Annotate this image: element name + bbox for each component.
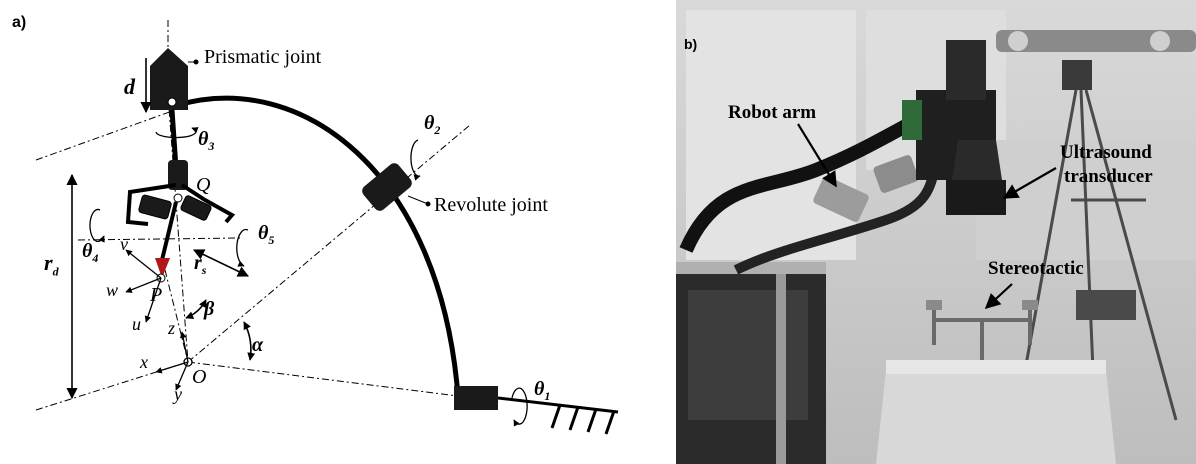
robot-arm-label: Robot arm: [728, 102, 817, 123]
o-label: O: [192, 366, 207, 388]
x-axis-label: x: [140, 352, 148, 372]
tool-axes: [125, 249, 162, 323]
v-axis-label: v: [120, 234, 128, 254]
d-label: d: [124, 74, 135, 99]
panel-b-tag: b): [684, 36, 698, 52]
theta5-label: θ5: [258, 222, 275, 247]
p-label: P: [150, 284, 163, 306]
panel-a-tag: a): [12, 14, 27, 31]
robot-photo: b) Robot arm Ultrasound transducer Stere…: [676, 0, 1196, 464]
gimbal-assembly: [125, 183, 236, 283]
revolute-joint: [362, 163, 431, 211]
arc-link: [177, 95, 461, 397]
y-axis-label: y: [174, 384, 182, 404]
theta4-label: θ4: [82, 240, 99, 265]
u-axis-label: u: [132, 314, 141, 334]
w-axis-label: w: [106, 280, 119, 300]
ultrasound-label-line2: transducer: [1064, 166, 1153, 187]
z-axis-label: z: [168, 318, 176, 338]
rotation-arrows: [89, 127, 528, 427]
alpha-label: α: [252, 334, 264, 356]
beta-label: β: [204, 298, 215, 320]
kinematic-diagram: a) Prismatic joint Revolute joint d θ3 θ…: [12, 14, 619, 435]
rd-label: rd: [44, 250, 59, 279]
theta3-label: θ3: [198, 128, 215, 153]
photo-scene: [676, 0, 1196, 464]
stereotactic-label: Stereotactic: [988, 258, 1084, 279]
rs-label: rs: [194, 252, 207, 277]
prismatic-joint: [150, 48, 199, 190]
q-label: Q: [196, 174, 211, 196]
ultrasound-label-line1: Ultrasound: [1060, 142, 1152, 163]
theta1-label: θ1: [534, 378, 551, 403]
base-axes: [155, 331, 193, 391]
dimension-arrows: [66, 58, 256, 400]
theta2-label: θ2: [424, 112, 441, 137]
revolute-joint-label: Revolute joint: [434, 194, 548, 216]
diagram-drawing: [35, 20, 619, 435]
base-joint: [454, 386, 619, 435]
prismatic-joint-label: Prismatic joint: [204, 46, 322, 68]
